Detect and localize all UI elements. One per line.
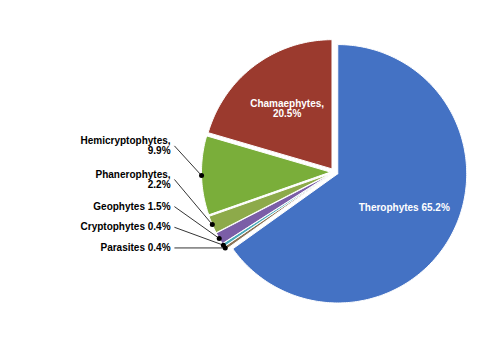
svg-text:Parasites 0.4%: Parasites 0.4%: [100, 242, 170, 253]
svg-text:Phanerophytes,2.2%: Phanerophytes,2.2%: [96, 169, 171, 190]
svg-text:Therophytes 65.2%: Therophytes 65.2%: [359, 202, 450, 213]
svg-text:Geophytes 1.5%: Geophytes 1.5%: [93, 201, 170, 212]
svg-text:Chamaephytes,20.5%: Chamaephytes,20.5%: [250, 98, 324, 119]
svg-text:Hemicryptophytes,9.9%: Hemicryptophytes,9.9%: [81, 135, 171, 156]
svg-text:Cryptophytes 0.4%: Cryptophytes 0.4%: [81, 221, 171, 232]
